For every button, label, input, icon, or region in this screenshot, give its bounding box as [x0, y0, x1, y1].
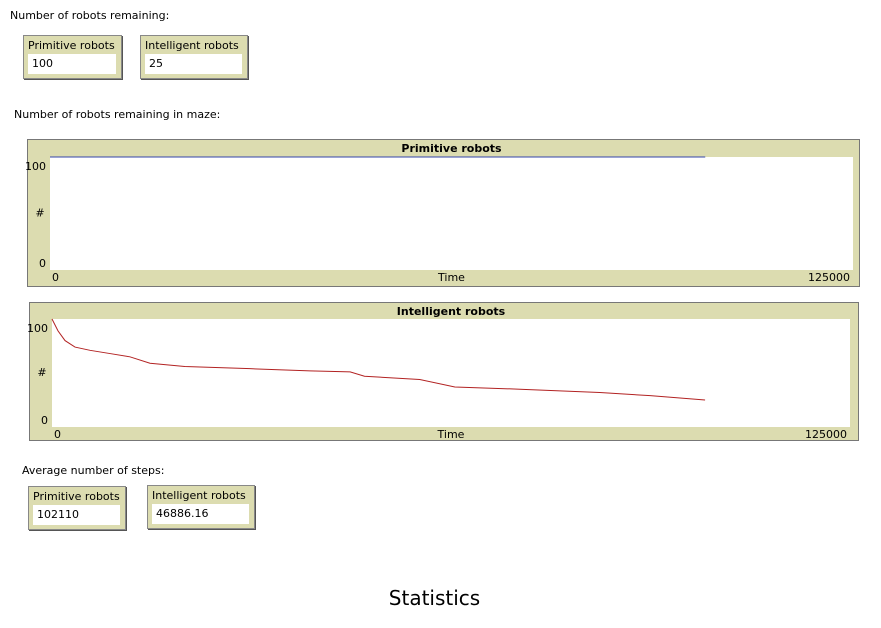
monitor: Primitive robots 102110 — [28, 486, 126, 530]
monitor-label: Primitive robots — [33, 490, 120, 503]
y-tick-label: 100 — [27, 322, 48, 335]
plot: Intelligent robots 0 125000 0 100 Time # — [27, 302, 859, 441]
y-tick-label: 100 — [25, 160, 46, 173]
x-tick-label: 0 — [54, 428, 61, 441]
x-tick-label: 0 — [52, 271, 59, 284]
y-axis-label: # — [37, 366, 46, 379]
plot: Primitive robots 0 125000 0 100 Time # — [25, 139, 860, 287]
monitor-label: Intelligent robots — [152, 489, 246, 502]
monitor-label: Intelligent robots — [145, 39, 239, 52]
section-label: Number of robots remaining in maze: — [14, 108, 221, 121]
monitor-value: 100 — [28, 54, 116, 74]
x-tick-label: 125000 — [808, 271, 850, 284]
monitor-value: 102110 — [33, 505, 120, 525]
monitor: Intelligent robots 46886.16 — [147, 485, 255, 529]
y-axis-label: # — [35, 207, 44, 220]
footer-title: Statistics — [388, 586, 481, 610]
plot-area — [50, 157, 853, 270]
x-axis-label: Time — [437, 428, 465, 441]
monitor-label: Primitive robots — [28, 39, 115, 52]
y-tick-label: 0 — [41, 414, 48, 427]
monitor-value: 46886.16 — [152, 504, 249, 524]
plot-area — [52, 319, 850, 427]
monitor: Intelligent robots 25 — [140, 35, 248, 79]
y-tick-label: 0 — [39, 257, 46, 270]
series-line — [51, 318, 706, 401]
plot-title: Intelligent robots — [397, 305, 506, 318]
x-tick-label: 125000 — [805, 428, 847, 441]
monitor: Primitive robots 100 — [23, 35, 122, 79]
x-axis-label: Time — [437, 271, 465, 284]
section-label: Average number of steps: — [22, 464, 165, 477]
monitor-value: 25 — [145, 54, 242, 74]
plot-title: Primitive robots — [401, 142, 502, 155]
section-label: Number of robots remaining: — [10, 9, 170, 22]
